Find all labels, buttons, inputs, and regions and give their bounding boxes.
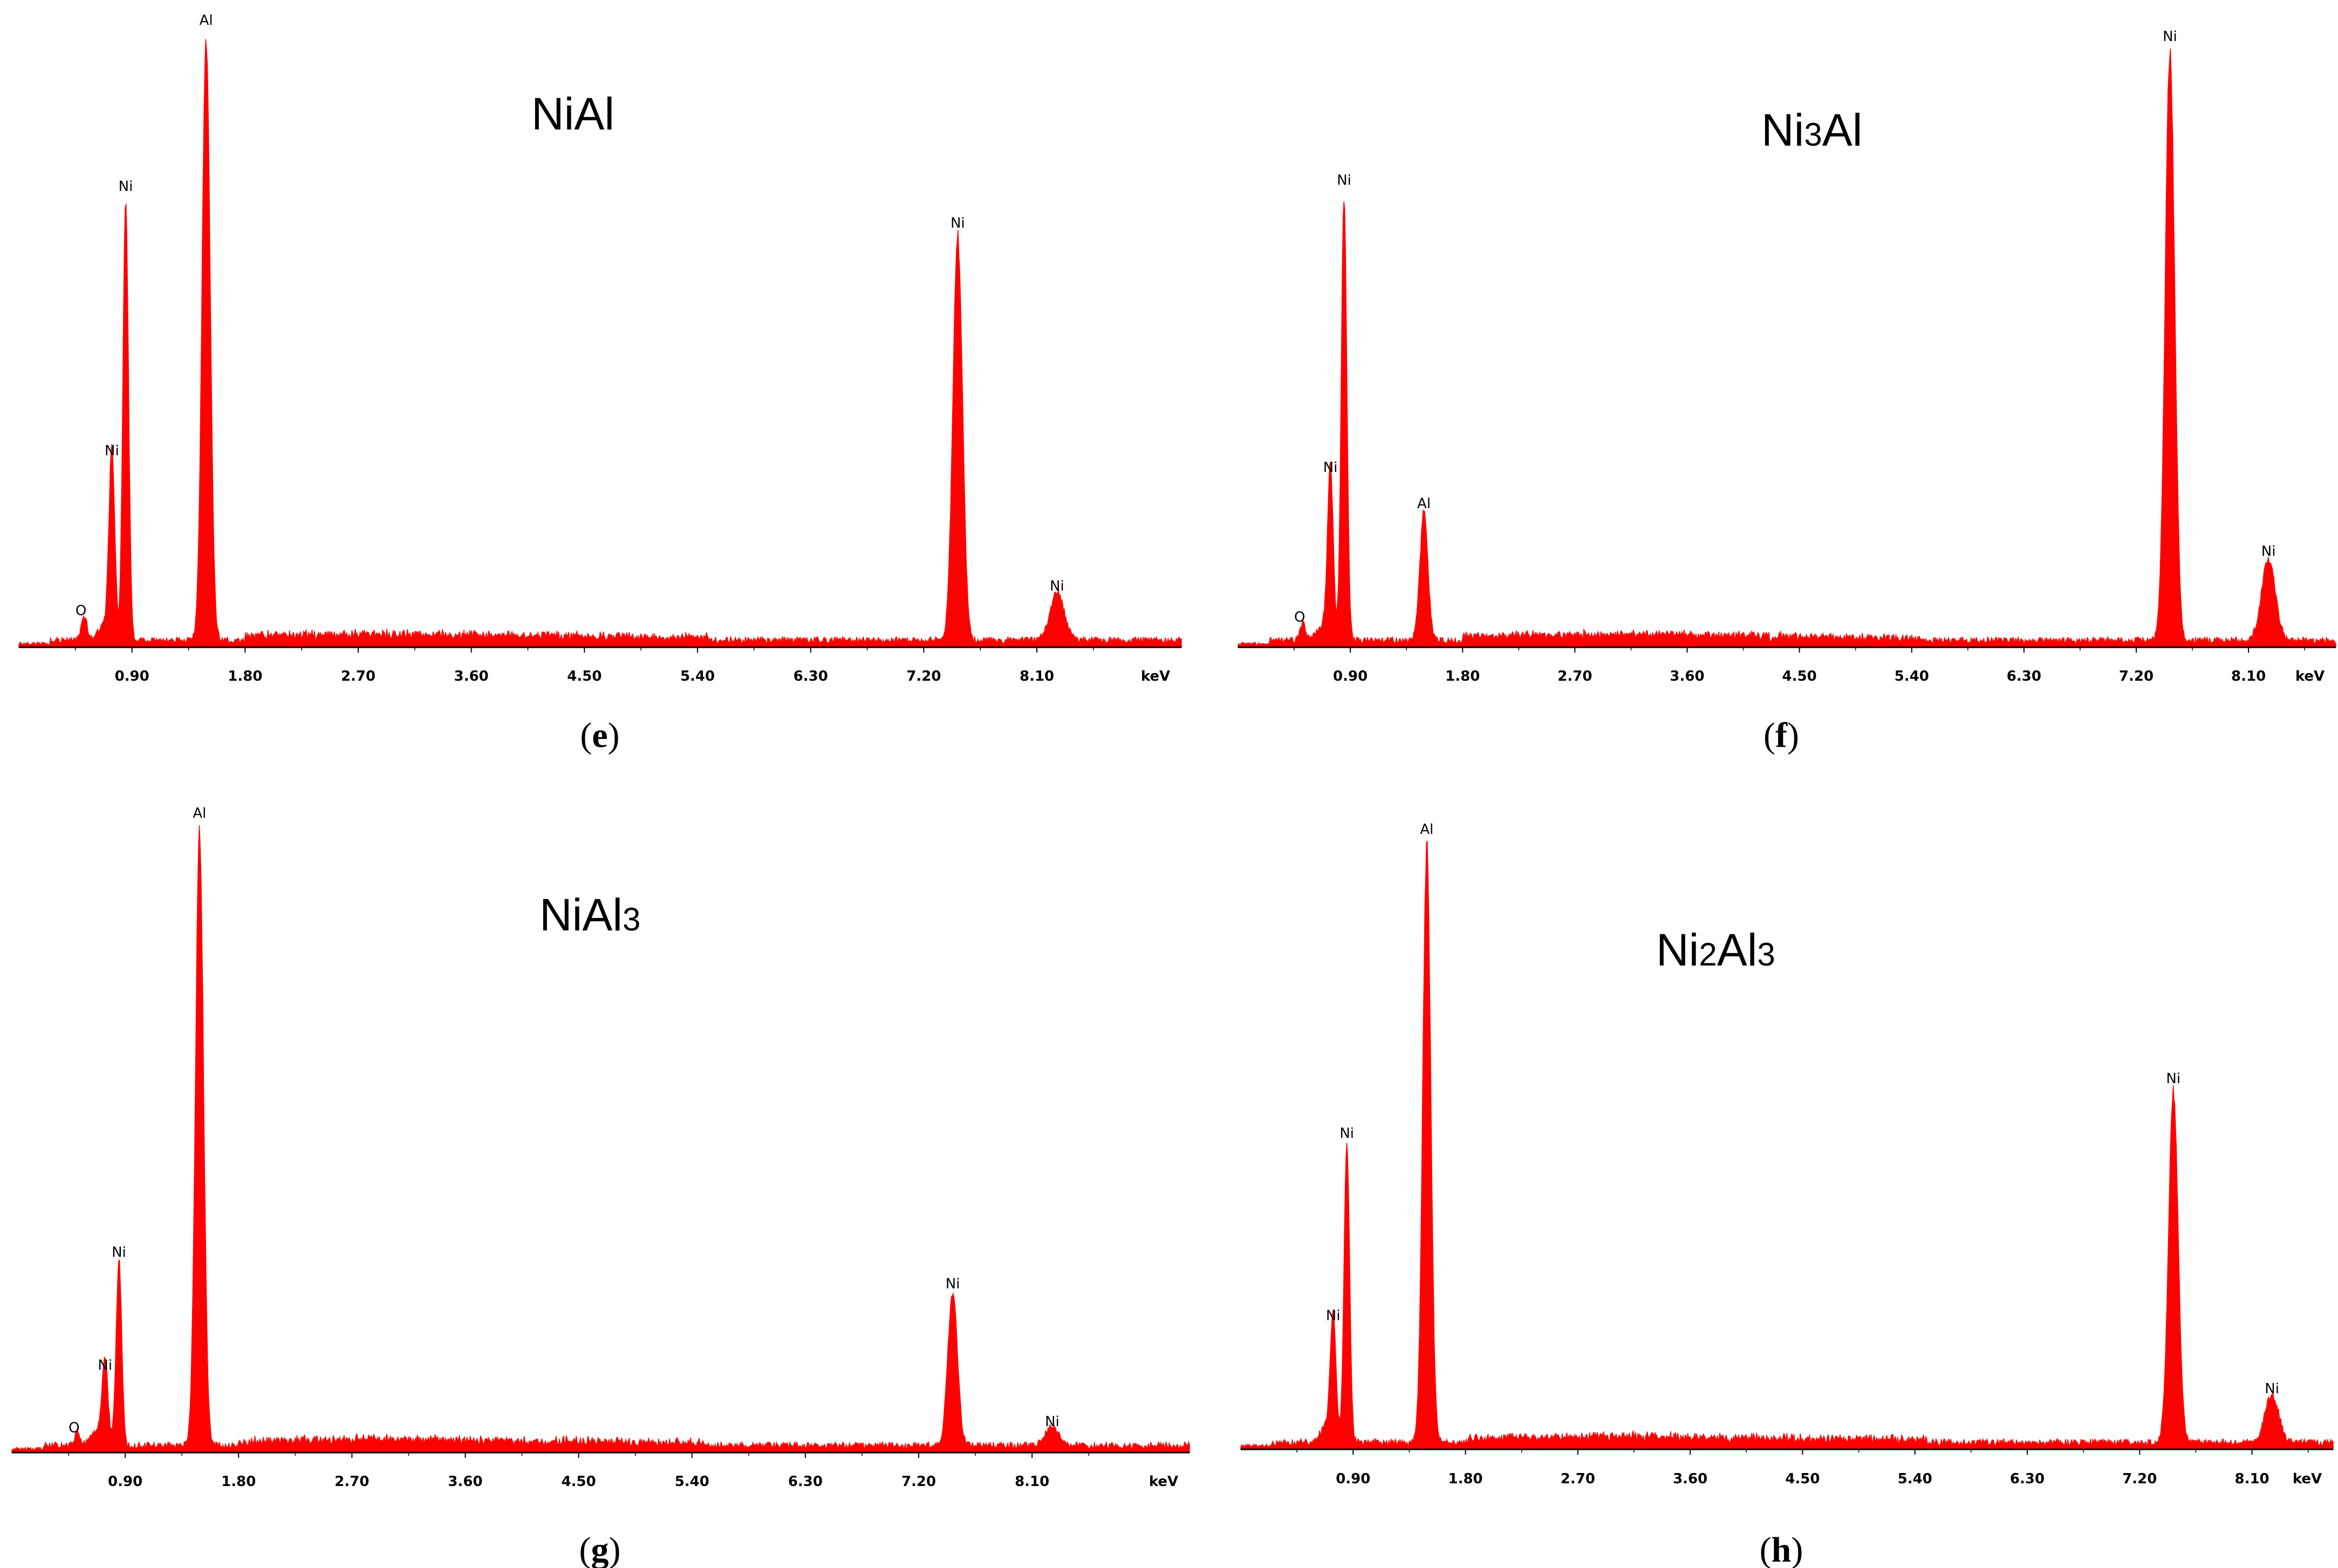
x-axis-unit-label: keV [2295,668,2325,684]
x-tick-label: 0.90 [1333,668,1368,684]
eds-panel-NiAl: 0.90 1.80 2.70 3.60 4.50 5.40 6.30 7.20 8.10 keV O… [18,12,1182,755]
peak-label-al: Al [1420,821,1433,838]
x-tick-label: 1.80 [1445,668,1480,684]
eds-panel-Ni3Al: 0.90 1.80 2.70 3.60 4.50 5.40 6.30 7.20 8.10 keV O… [1238,29,2336,755]
x-tick-label: 3.60 [1670,668,1704,684]
peak-label-ni: Ni [98,1357,112,1373]
panel-title: Ni3Al [1761,105,1862,155]
x-tick-label: 2.70 [1557,668,1592,684]
x-tick-label: 7.20 [906,668,941,684]
x-tick-label: 3.60 [1673,1471,1707,1487]
x-tick-label: 7.20 [2122,1471,2157,1487]
peak-label-ni: Ni [105,443,119,459]
x-tick-label: 2.70 [1561,1471,1595,1487]
x-tick-label: 8.10 [1015,1474,1049,1490]
x-tick-label: 5.40 [680,668,715,684]
x-tick-label: 7.20 [2119,668,2154,684]
x-tick-label: 8.10 [2231,668,2266,684]
peak-label-ni: Ni [2163,29,2177,45]
peak-label-ni: Ni [112,1244,126,1261]
x-tick-label: 1.80 [1448,1471,1482,1487]
x-axis-unit-label: keV [2293,1471,2322,1487]
x-tick-label: 4.50 [1782,668,1817,684]
peak-label-ni: Ni [2261,544,2276,560]
x-tick-label: 0.90 [115,668,149,684]
x-tick-label: 5.40 [675,1474,709,1490]
x-tick-label: 1.80 [221,1474,256,1490]
peak-label-ni: Ni [1045,1414,1059,1430]
x-tick-label: 6.30 [794,668,828,684]
peak-label-o: O [1294,610,1305,626]
x-tick-label: 0.90 [108,1474,142,1490]
x-tick-label: 6.30 [2010,1471,2045,1487]
x-tick-label: 3.60 [454,668,489,684]
peak-label-o: O [69,1420,79,1436]
eds-panel-Ni2Al3: 0.90 1.80 2.70 3.60 4.50 5.40 6.30 7.20 8.10 keV N… [1240,821,2334,1568]
spectrum-area [1240,840,2334,1450]
peak-label-ni: Ni [946,1276,960,1292]
panel-caption: (h) [1760,1530,1803,1568]
x-tick-label: 6.30 [2007,668,2041,684]
spectrum-area [18,39,1182,648]
panel-title: NiAl [531,88,614,139]
eds-panel-NiAl3: 0.90 1.80 2.70 3.60 4.50 5.40 6.30 7.20 8.10 keV O… [11,805,1190,1568]
x-tick-label: 0.90 [1336,1471,1370,1487]
peak-label-ni: Ni [1323,460,1338,476]
peak-label-o: O [76,602,86,619]
spectrum-area [11,825,1190,1453]
peak-label-ni: Ni [1050,578,1064,594]
x-tick-label: 2.70 [341,668,375,684]
peak-label-al: Al [200,12,213,29]
x-tick-label: 8.10 [1020,668,1054,684]
peak-label-al: Al [1417,496,1431,512]
x-tick-label: 3.60 [448,1474,482,1490]
x-tick-label: 4.50 [1785,1471,1820,1487]
peak-label-ni: Ni [2265,1381,2279,1397]
x-tick-label: 5.40 [1898,1471,1932,1487]
peak-label-ni: Ni [119,179,133,195]
panel-caption: (g) [579,1530,621,1568]
spectrum-area [1238,48,2336,648]
x-axis-unit-label: keV [1141,668,1170,684]
x-tick-label: 7.20 [901,1474,936,1490]
panel-title: NiAl3 [539,889,640,940]
x-tick-label: 4.50 [567,668,601,684]
x-tick-label: 1.80 [228,668,262,684]
x-tick-label: 8.10 [2234,1471,2269,1487]
panel-caption: (f) [1763,716,1799,755]
peak-label-ni: Ni [1339,1126,1354,1142]
peak-label-ni: Ni [2166,1071,2180,1087]
x-tick-label: 6.30 [788,1474,823,1490]
panel-caption: (e) [580,716,619,755]
peak-label-ni: Ni [951,215,965,231]
panel-title: Ni2Al3 [1656,925,1775,975]
peak-label-al: Al [193,805,206,821]
x-tick-label: 5.40 [1895,668,1929,684]
x-axis-unit-label: keV [1149,1474,1178,1490]
peak-label-ni: Ni [1326,1308,1341,1324]
x-tick-label: 2.70 [334,1474,369,1490]
x-tick-label: 4.50 [562,1474,596,1490]
peak-label-ni: Ni [1337,172,1351,188]
